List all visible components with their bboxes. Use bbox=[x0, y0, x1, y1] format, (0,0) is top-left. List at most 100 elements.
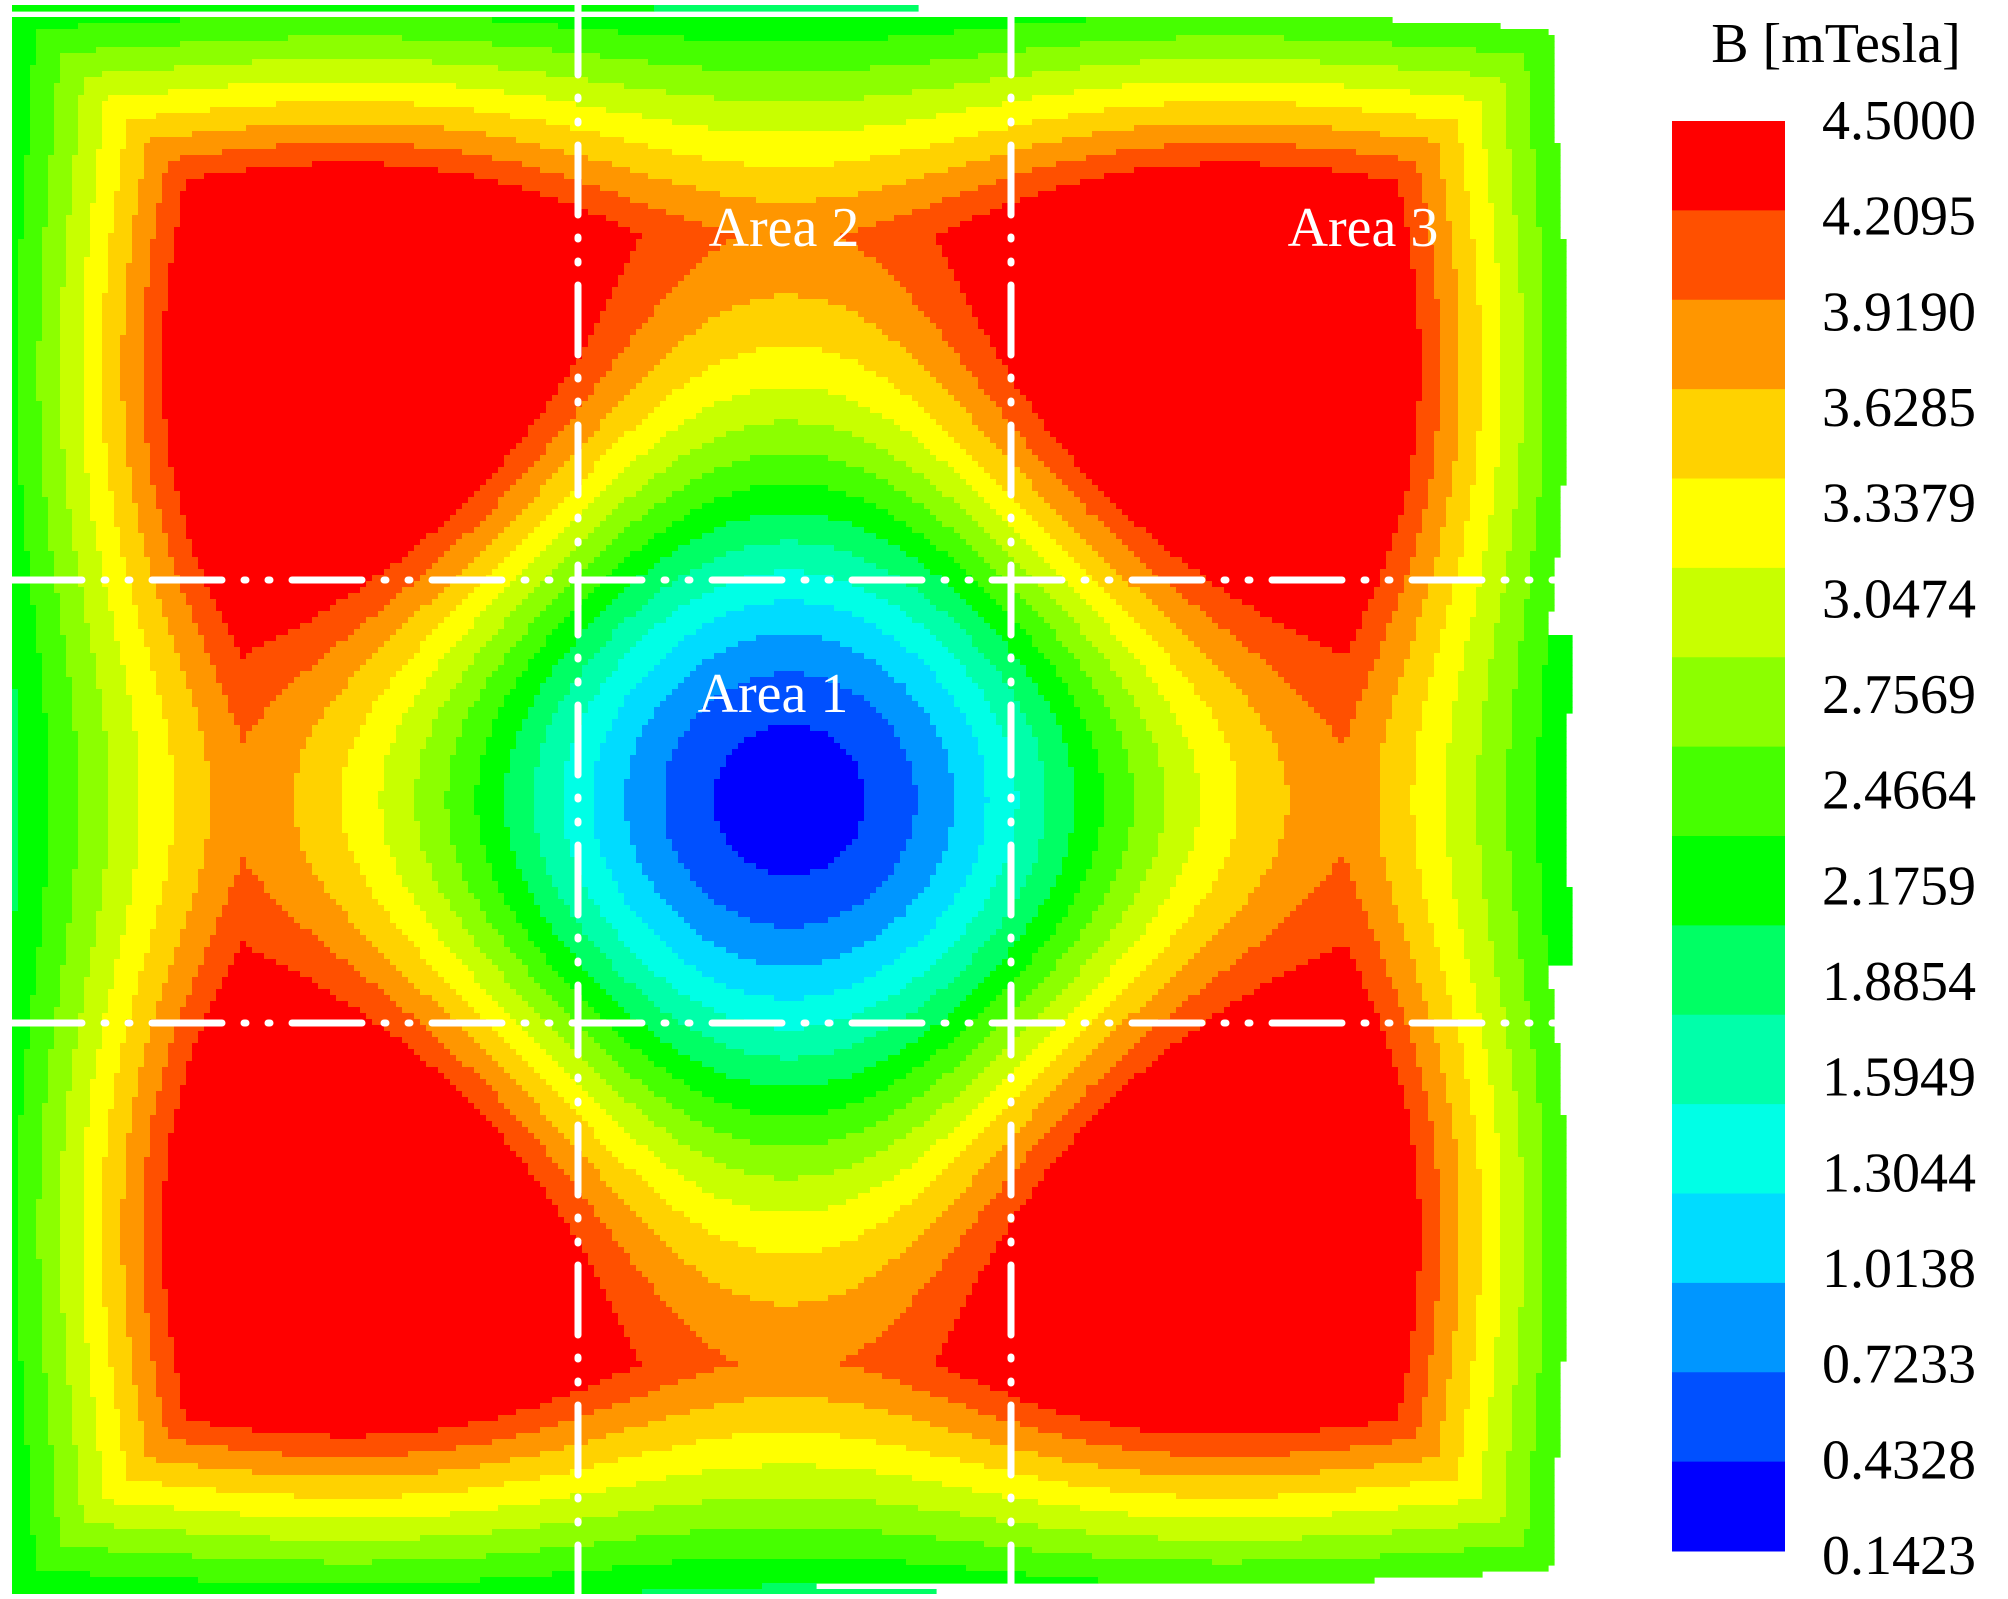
contour-cell bbox=[1206, 611, 1261, 618]
contour-cell bbox=[84, 311, 103, 318]
contour-cell bbox=[474, 617, 505, 624]
contour-cell bbox=[732, 395, 847, 402]
contour-cell bbox=[1026, 875, 1057, 882]
contour-cell bbox=[12, 149, 31, 156]
contour-cell bbox=[810, 725, 895, 732]
contour-cell bbox=[1260, 161, 1417, 168]
contour-cell bbox=[1110, 1001, 1147, 1008]
contour-cell bbox=[726, 839, 853, 846]
contour-cell bbox=[516, 737, 547, 744]
contour-cell bbox=[540, 983, 571, 990]
contour-cell bbox=[276, 143, 415, 150]
contour-cell bbox=[750, 485, 829, 492]
contour-cell bbox=[684, 419, 775, 426]
contour-cell bbox=[162, 881, 199, 888]
contour-cell bbox=[90, 509, 115, 516]
contour-cell bbox=[1164, 809, 1201, 816]
contour-cell bbox=[690, 869, 769, 876]
contour-cell bbox=[204, 647, 241, 654]
contour-cell bbox=[1368, 995, 1399, 1002]
contour-cell bbox=[156, 587, 181, 594]
contour-cell bbox=[18, 797, 49, 804]
contour-cell bbox=[150, 929, 181, 936]
contour-cell bbox=[180, 491, 475, 498]
contour-cell bbox=[126, 269, 151, 276]
contour-cell bbox=[582, 443, 613, 450]
contour-cell bbox=[102, 401, 127, 408]
contour-cell bbox=[516, 911, 541, 918]
contour-cell bbox=[744, 575, 835, 582]
contour-cell bbox=[138, 623, 169, 630]
contour-cell bbox=[1014, 941, 1045, 948]
contour-cell bbox=[324, 881, 367, 888]
contour-cell bbox=[24, 527, 49, 534]
contour-cell bbox=[1464, 941, 1495, 948]
contour-cell bbox=[12, 677, 43, 684]
contour-cell bbox=[636, 611, 673, 618]
contour-cell bbox=[1044, 557, 1075, 564]
contour-cell bbox=[1542, 395, 1567, 402]
contour-cell bbox=[1062, 725, 1087, 732]
contour-cell bbox=[1182, 731, 1225, 738]
contour-cell bbox=[1404, 581, 1429, 588]
contour-cell bbox=[1194, 839, 1231, 846]
contour-cell bbox=[1548, 941, 1573, 948]
contour-cell bbox=[1140, 623, 1177, 630]
contour-cell bbox=[450, 785, 475, 792]
contour-cell bbox=[942, 521, 979, 528]
contour-cell bbox=[678, 683, 739, 690]
contour-cell bbox=[438, 929, 469, 936]
contour-cell bbox=[48, 875, 73, 882]
contour-cell bbox=[126, 923, 157, 930]
contour-cell bbox=[852, 581, 907, 588]
contour-cell bbox=[150, 449, 169, 456]
contour-cell bbox=[1500, 281, 1519, 288]
contour-cell bbox=[1410, 557, 1435, 564]
contour-cell bbox=[600, 455, 637, 462]
contour-cell bbox=[1416, 269, 1435, 276]
contour-cell bbox=[276, 695, 337, 702]
contour-cell bbox=[348, 761, 385, 768]
contour-cell bbox=[1482, 863, 1513, 870]
contour-cell bbox=[78, 797, 109, 804]
contour-cell bbox=[150, 947, 175, 954]
contour-cell bbox=[1026, 881, 1057, 888]
contour-cell bbox=[906, 521, 943, 528]
contour-cell bbox=[840, 953, 901, 960]
contour-cell bbox=[1458, 695, 1489, 702]
contour-cell bbox=[600, 947, 631, 954]
contour-cell bbox=[1446, 977, 1471, 984]
contour-cell bbox=[1062, 857, 1093, 864]
contour-cell bbox=[174, 959, 205, 966]
contour-cell bbox=[1494, 503, 1519, 510]
contour-cell bbox=[960, 287, 1417, 294]
contour-cell bbox=[630, 647, 673, 654]
contour-cell bbox=[138, 791, 175, 798]
contour-cell bbox=[42, 329, 61, 336]
contour-cell bbox=[12, 167, 25, 174]
contour-cell bbox=[1518, 251, 1543, 258]
contour-cell bbox=[1410, 947, 1441, 954]
contour-cell bbox=[1518, 479, 1543, 486]
contour-cell bbox=[1536, 167, 1561, 174]
contour-cell bbox=[30, 77, 61, 84]
contour-cell bbox=[1476, 461, 1501, 468]
contour-cell bbox=[1542, 353, 1567, 360]
contour-cell bbox=[420, 689, 451, 696]
contour-cell bbox=[1008, 647, 1039, 654]
contour-cell bbox=[1464, 173, 1489, 180]
contour-cell bbox=[834, 161, 967, 168]
contour-cell bbox=[1140, 587, 1177, 594]
contour-cell bbox=[522, 959, 547, 966]
contour-cell bbox=[60, 371, 85, 378]
contour-cell bbox=[60, 365, 85, 372]
contour-cell bbox=[1446, 197, 1471, 204]
contour-cell bbox=[1170, 893, 1207, 900]
contour-cell bbox=[1032, 143, 1165, 150]
contour-cell bbox=[1146, 629, 1183, 636]
contour-cell bbox=[618, 713, 655, 720]
contour-cell bbox=[1512, 887, 1543, 894]
contour-cell bbox=[1416, 425, 1441, 432]
contour-cell bbox=[132, 257, 151, 264]
contour-cell bbox=[708, 317, 865, 324]
